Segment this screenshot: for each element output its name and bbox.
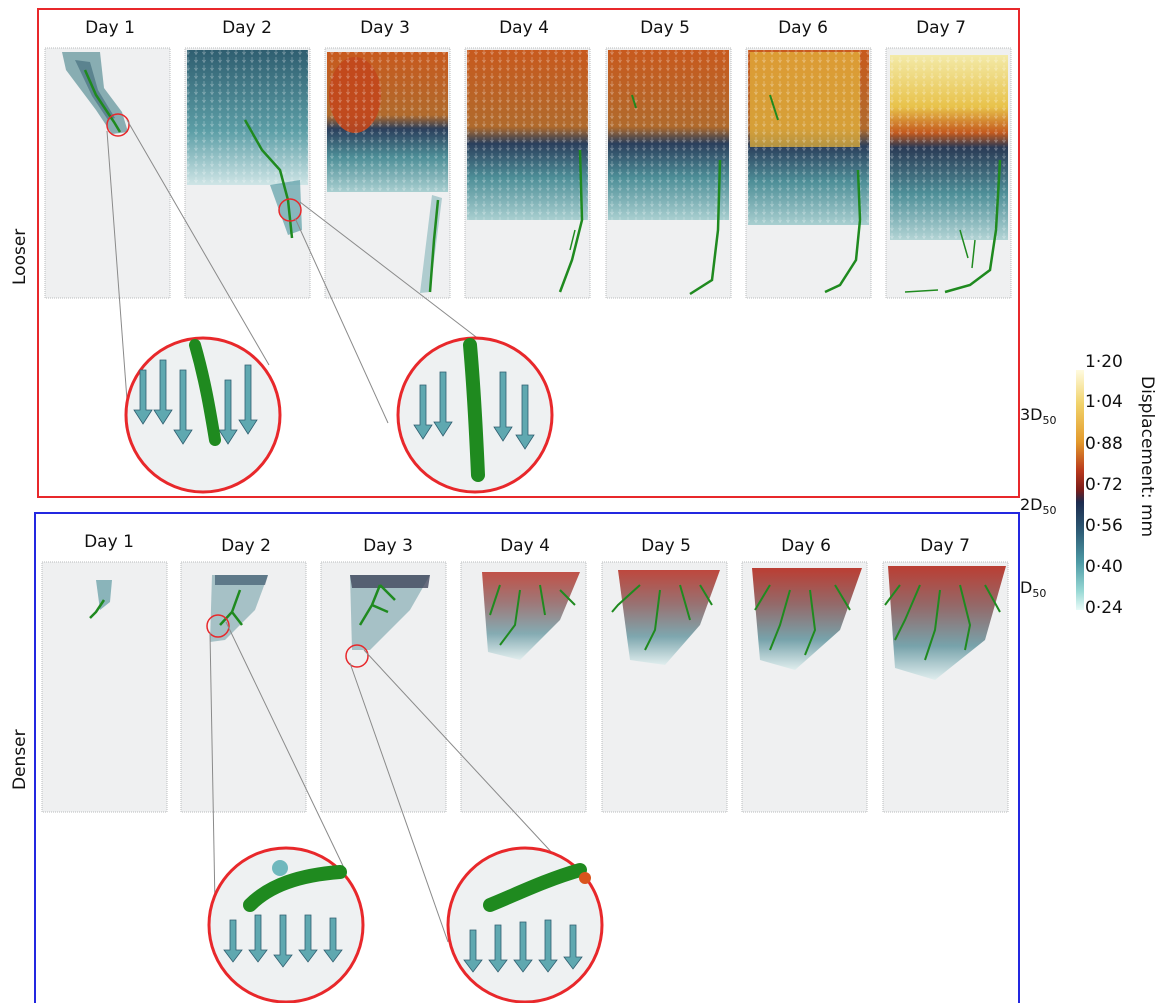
looser-zoom-day-1 xyxy=(106,119,282,494)
denser-zoom-day-3 xyxy=(349,649,604,1003)
looser-panel-day-3 xyxy=(324,47,451,299)
looser-day-3-label: Day 3 xyxy=(360,18,410,38)
looser-panel-day-5 xyxy=(605,47,732,299)
colorbar-tick: 0·40 xyxy=(1085,557,1123,577)
colorbar-tick: 1·20 xyxy=(1085,352,1123,372)
denser-day-5-label: Day 5 xyxy=(641,536,691,556)
denser-panel-day-2 xyxy=(180,561,307,813)
looser-day-6-label: Day 6 xyxy=(778,18,828,38)
denser-panel-day-3 xyxy=(320,561,447,813)
denser-panel-day-6 xyxy=(741,561,868,813)
denser-day-6-label: Day 6 xyxy=(781,536,831,556)
looser-day-1-label: Day 1 xyxy=(85,18,135,38)
looser-frame xyxy=(37,8,1020,498)
looser-panel-day-1 xyxy=(44,47,171,299)
looser-panel-day-7 xyxy=(885,47,1012,299)
reference-label-2d50: 2D50 xyxy=(1020,495,1057,518)
colorbar-tick: 0·72 xyxy=(1085,475,1123,495)
denser-panel-day-4 xyxy=(460,561,587,813)
looser-panel-day-2 xyxy=(184,47,311,299)
looser-panel-day-6 xyxy=(745,47,872,299)
reference-label-3d50: 3D50 xyxy=(1020,405,1057,428)
denser-zoom-day-2 xyxy=(207,621,365,1003)
looser-zoom-day-2 xyxy=(294,201,554,494)
colorbar-tick: 0·24 xyxy=(1085,598,1123,618)
denser-day-4-label: Day 4 xyxy=(500,536,550,556)
looser-day-5-label: Day 5 xyxy=(640,18,690,38)
looser-panel-day-4 xyxy=(464,47,591,299)
denser-panel-day-5 xyxy=(601,561,728,813)
displacement-colorbar xyxy=(1076,370,1084,610)
denser-day-1-label: Day 1 xyxy=(84,532,134,552)
looser-day-7-label: Day 7 xyxy=(916,18,966,38)
colorbar-tick: 0·56 xyxy=(1085,516,1123,536)
denser-day-2-label: Day 2 xyxy=(221,536,271,556)
looser-day-2-label: Day 2 xyxy=(222,18,272,38)
denser-panel-day-7 xyxy=(882,561,1009,813)
looser-day-4-label: Day 4 xyxy=(499,18,549,38)
denser-frame xyxy=(34,512,1020,1003)
denser-day-3-label: Day 3 xyxy=(363,536,413,556)
colorbar-title: Displacement: mm xyxy=(1137,376,1157,538)
denser-day-7-label: Day 7 xyxy=(920,536,970,556)
colorbar-tick: 0·88 xyxy=(1085,434,1123,454)
denser-panel-day-1 xyxy=(41,561,168,813)
colorbar-tick: 1·04 xyxy=(1085,392,1123,412)
reference-label-d50: D50 xyxy=(1020,578,1047,601)
